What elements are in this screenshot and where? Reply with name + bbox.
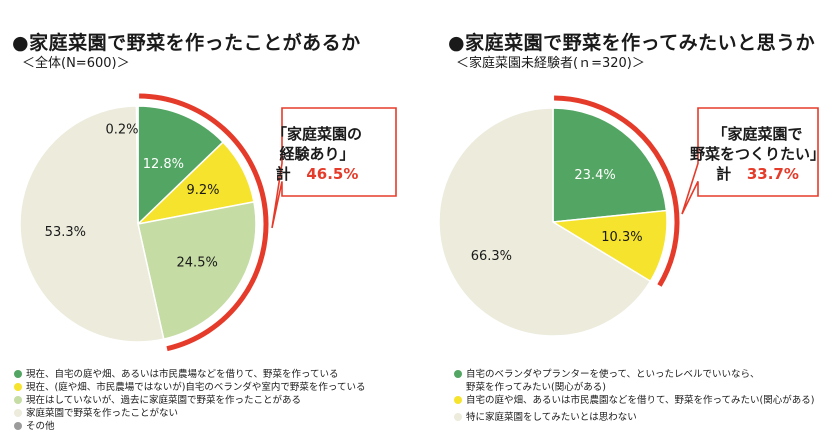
- chart-subtitle: ＜全体(N=600)＞: [22, 56, 130, 71]
- slice-data-label: 12.8%: [143, 157, 184, 172]
- slice-data-label: 66.3%: [471, 249, 512, 264]
- pie-chart-interest: 23.4% 10.3% 66.3%: [438, 95, 819, 337]
- slice-data-label: 24.5%: [177, 255, 218, 270]
- callout-total-value: 33.7%: [746, 165, 799, 183]
- legend-swatch: [14, 370, 22, 378]
- pie-chart-experience: 12.8%9.2% 24.5% 53.3% 0.2%: [19, 93, 397, 352]
- legend-item: 現在、(庭や畑、市民農場ではないが)自宅のベランダや室内で野菜を作っている: [14, 381, 365, 394]
- legend: 自宅のベランダやプランターを使って、といったレベルでいいなら、 野菜を作ってみた…: [454, 368, 814, 424]
- legend-swatch: [14, 396, 22, 404]
- pie-slice: [137, 105, 225, 226]
- callout-line-1: 「家庭菜園の: [272, 125, 363, 143]
- chart-title: ●家庭菜園で野菜を作ってみたいと思うか: [448, 32, 816, 54]
- legend-swatch: [14, 383, 22, 391]
- callout-total: 計 46.5%: [272, 164, 362, 184]
- chart-panel-interest: ●家庭菜園で野菜を作ってみたいと思うか ＜家庭菜園未経験者(ｎ=320)＞ 23…: [420, 0, 840, 442]
- legend: 現在、自宅の庭や畑、あるいは市民農場などを借りて、野菜を作っている 現在、(庭や…: [14, 368, 365, 433]
- legend-swatch: [454, 413, 462, 421]
- accent-arc: [554, 95, 680, 287]
- pie-slice: [438, 107, 652, 337]
- pie-slice: [135, 105, 139, 225]
- pie-slice: [552, 107, 668, 223]
- legend-label: 自宅のベランダやプランターを使って、といったレベルでいいなら、 野菜を作ってみた…: [466, 369, 760, 393]
- pie-slice: [137, 201, 257, 341]
- legend-item: 特に家庭菜園をしてみたいとは思わない: [454, 411, 814, 424]
- legend-swatch: [14, 409, 22, 417]
- callout-total: 計 33.7%: [690, 164, 825, 184]
- slice-data-label: 0.2%: [105, 123, 138, 138]
- chart-panel-experience: ●家庭菜園で野菜を作ったことがあるか ＜全体(N=600)＞ 12.8% 9.2%…: [12, 32, 397, 433]
- callout-text: 「家庭菜園の 経験あり」 計 46.5%: [272, 124, 362, 184]
- callout-line-2: 野菜をつくりたい」: [690, 145, 826, 163]
- legend-item: 家庭菜園で野菜を作ったことがない: [14, 407, 365, 420]
- slice-data-label: 23.4%: [574, 168, 615, 183]
- slice-data-label: 53.3%: [45, 225, 86, 240]
- legend-label: 現在、自宅の庭や畑、あるいは市民農場などを借りて、野菜を作っている: [26, 369, 339, 380]
- accent-arc: [139, 93, 269, 352]
- legend-label: 家庭菜園で野菜を作ったことがない: [26, 408, 179, 419]
- callout-line-2: 経験あり」: [279, 145, 355, 163]
- legend-item: 現在、自宅の庭や畑、あるいは市民農場などを借りて、野菜を作っている: [14, 368, 365, 381]
- legend-item: 自宅のベランダやプランターを使って、といったレベルでいいなら、 野菜を作ってみた…: [454, 368, 814, 394]
- slice-data-label: 9.2%: [186, 183, 219, 198]
- legend-item: 自宅の庭や畑、あるいは市民農園などを借りて、野菜を作ってみたい(関心がある): [454, 394, 814, 407]
- chart-subtitle: ＜家庭菜園未経験者(ｎ=320)＞: [456, 56, 645, 71]
- callout-total-label: 計: [275, 165, 291, 183]
- callout-text: 「家庭菜園で 野菜をつくりたい」 計 33.7%: [690, 124, 825, 184]
- legend-item: その他: [14, 420, 365, 433]
- legend-item: 現在はしていないが、過去に家庭菜園で野菜を作ったことがある: [14, 394, 365, 407]
- legend-swatch: [454, 370, 462, 378]
- legend-label: その他: [26, 421, 55, 432]
- slice-data-label: 10.3%: [601, 230, 642, 245]
- legend-swatch: [14, 422, 22, 430]
- legend-label: 特に家庭菜園をしてみたいとは思わない: [466, 412, 637, 423]
- callout-total-label: 計: [716, 165, 732, 183]
- legend-label: 自宅の庭や畑、あるいは市民農園などを借りて、野菜を作ってみたい(関心がある): [466, 395, 815, 406]
- callout-box: [271, 107, 397, 229]
- pie-slice: [550, 209, 668, 283]
- legend-label: 現在はしていないが、過去に家庭菜園で野菜を作ったことがある: [26, 395, 302, 406]
- pie-slice: [19, 105, 165, 343]
- legend-label: 現在、(庭や畑、市民農場ではないが)自宅のベランダや室内で野菜を作っている: [26, 382, 366, 393]
- callout-line-1: 「家庭菜園で: [712, 125, 803, 143]
- chart-title: ●家庭菜園で野菜を作ったことがあるか: [12, 32, 361, 54]
- legend-swatch: [454, 396, 462, 404]
- callout-total-value: 46.5%: [306, 165, 359, 183]
- callout-box: [681, 107, 819, 215]
